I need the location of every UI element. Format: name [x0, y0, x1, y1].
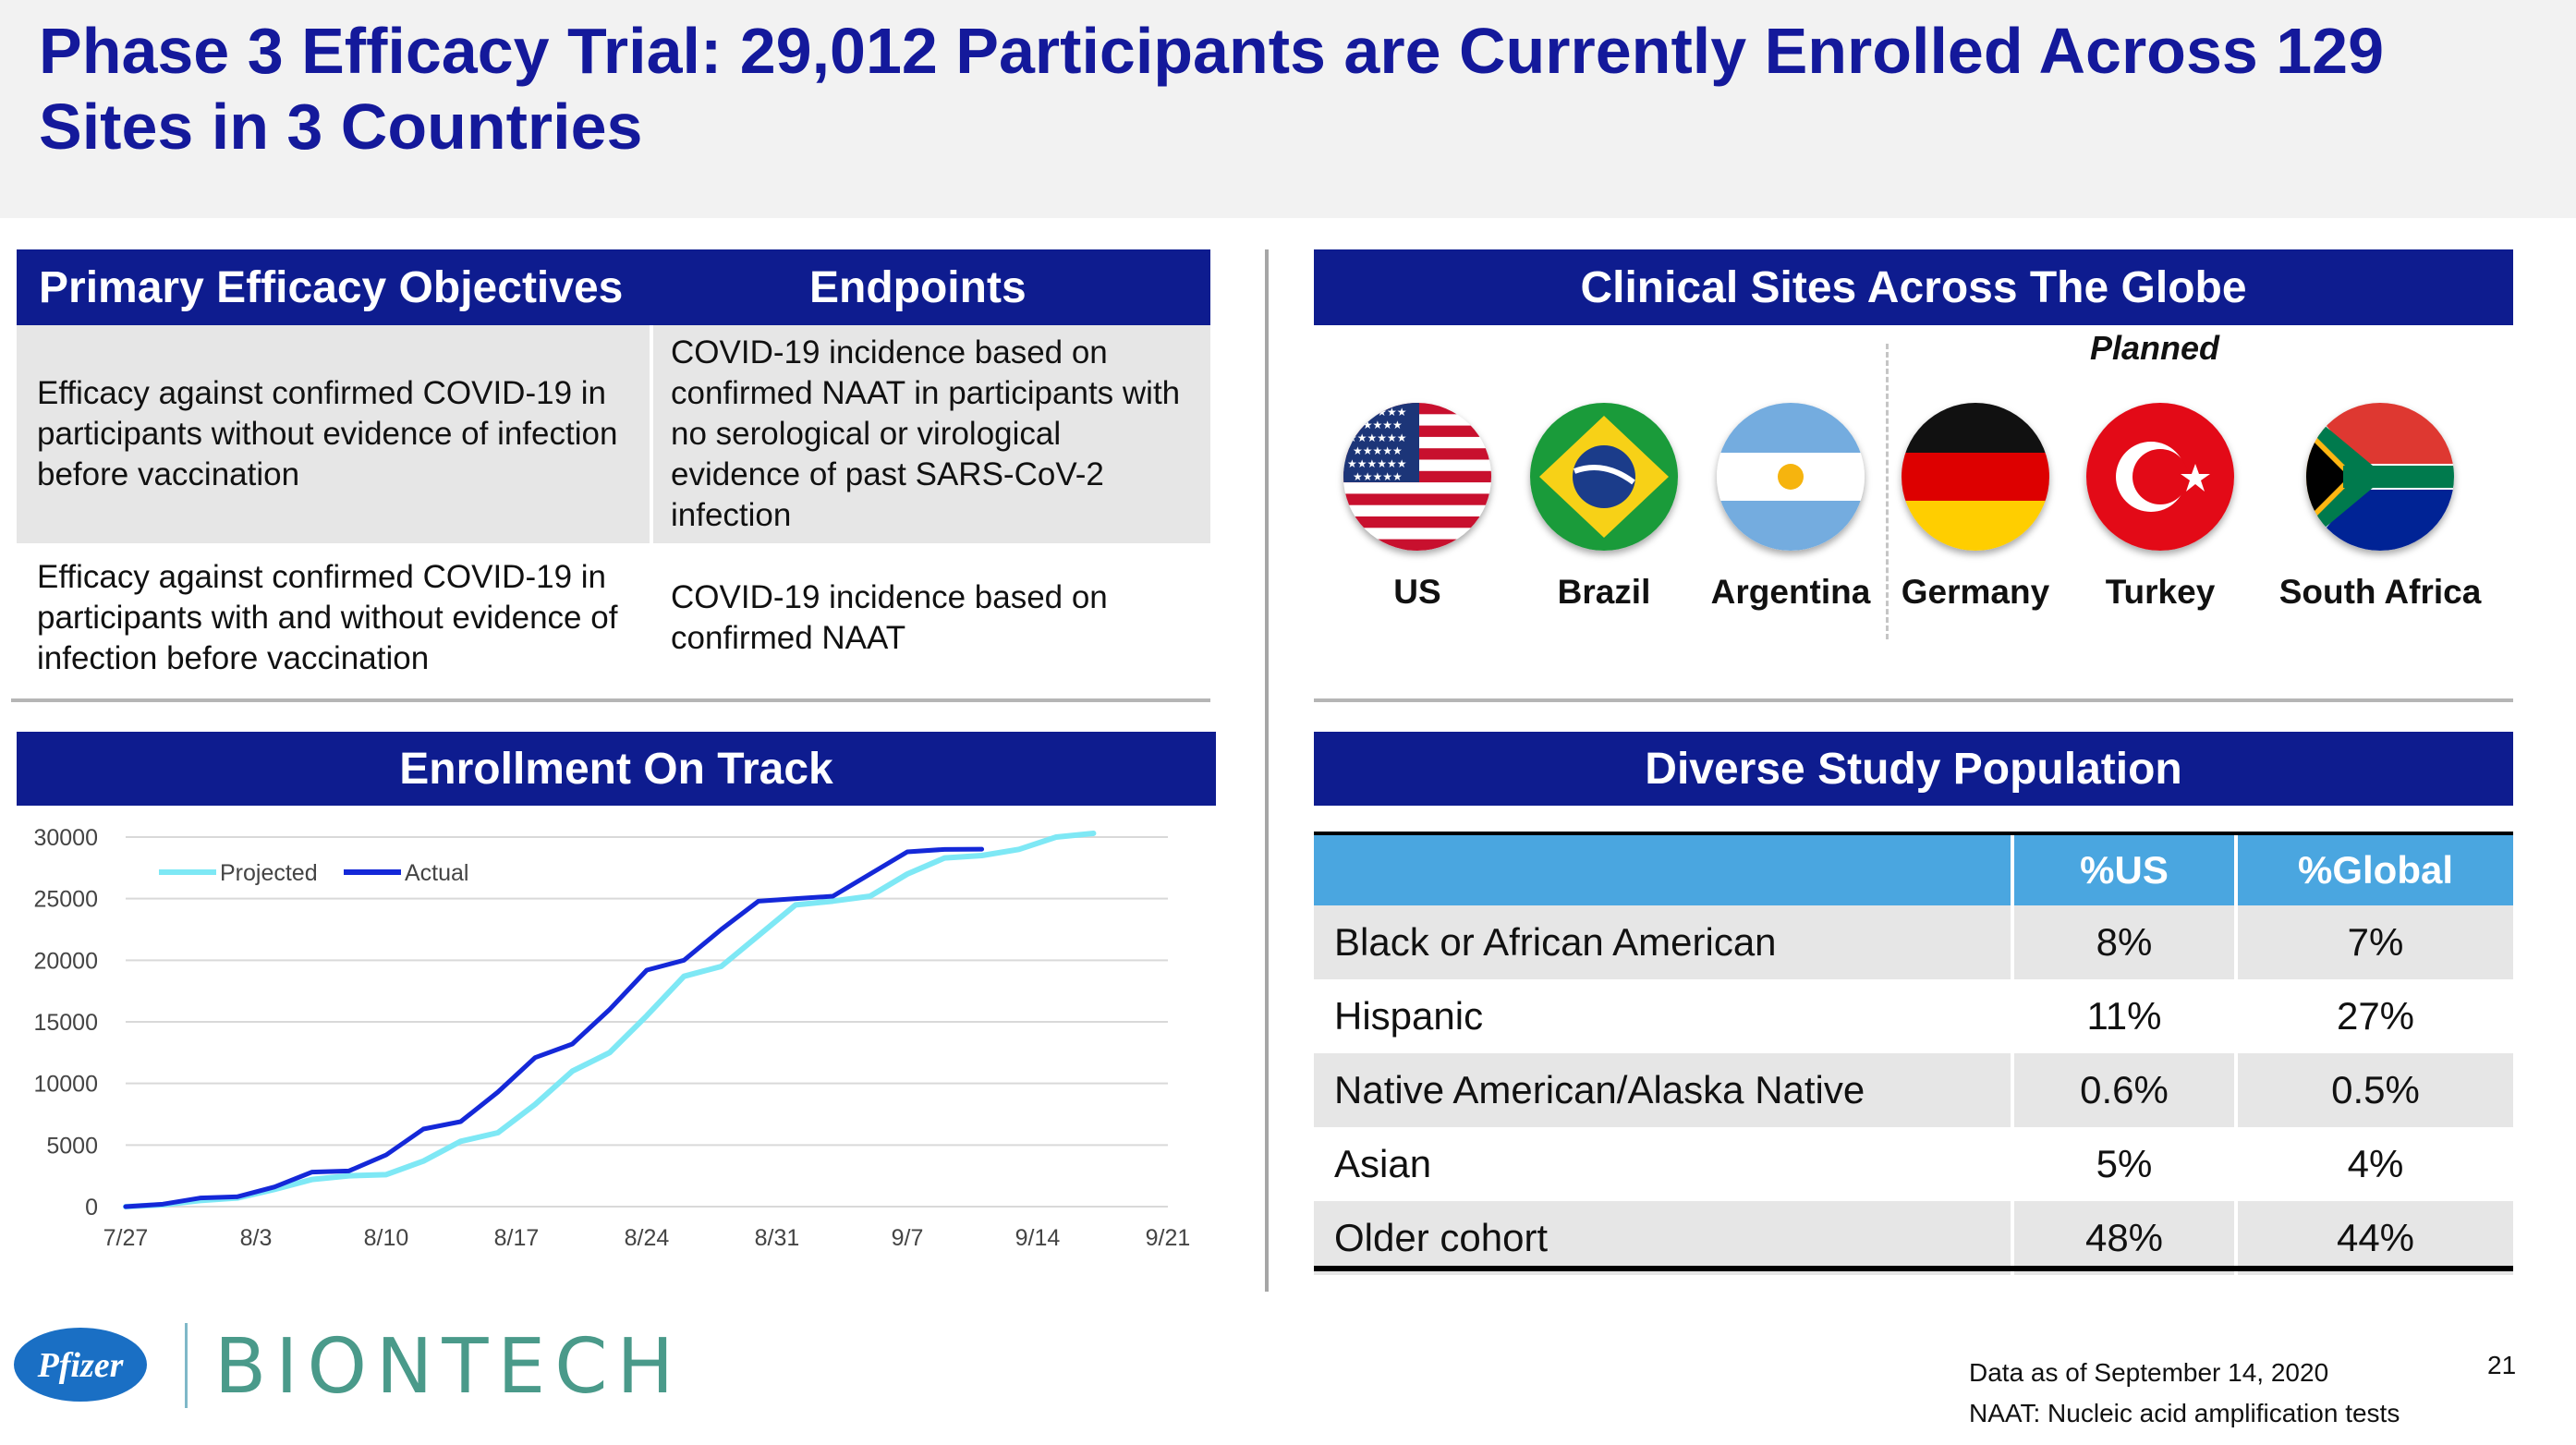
- x-tick-label: 9/7: [892, 1225, 924, 1251]
- legend-label-actual: Actual: [405, 860, 468, 886]
- planned-label: Planned: [2090, 329, 2220, 367]
- brazil-flag-icon: [1530, 403, 1678, 551]
- x-tick-label: 8/3: [240, 1225, 273, 1251]
- row-label: Hispanic: [1334, 994, 1484, 1038]
- y-tick-label: 10000: [33, 1072, 98, 1098]
- svg-text:★★★★★: ★★★★★: [1353, 444, 1403, 457]
- population-table-bottom-rule: [1314, 1266, 2513, 1271]
- enrollment-header-bar: Enrollment On Track: [17, 732, 1216, 806]
- biontech-logo: BIONTECH: [214, 1323, 684, 1411]
- global-value: 7%: [2234, 905, 2513, 979]
- global-value: 0.5%: [2234, 1053, 2513, 1127]
- table-row: Asian 5% 4%: [1314, 1127, 2513, 1201]
- country-label-south-africa: South Africa: [2278, 573, 2482, 611]
- x-tick-label: 9/21: [1146, 1225, 1191, 1251]
- table-row: Older cohort 48% 44%: [1314, 1201, 2513, 1275]
- objective-text: Efficacy against confirmed COVID-19 in p…: [37, 559, 618, 676]
- population-header-row: %US %Global: [1314, 835, 2513, 905]
- x-tick-label: 8/17: [494, 1225, 540, 1251]
- svg-text:★★★★★★: ★★★★★★: [1347, 457, 1407, 470]
- us-value: 0.6%: [2011, 1053, 2236, 1127]
- global-column-header: %Global: [2234, 835, 2513, 905]
- row-label: Older cohort: [1314, 1201, 2012, 1275]
- global-value: 44%: [2234, 1201, 2513, 1275]
- series-line-projected: [123, 831, 1097, 1209]
- pfizer-logo-text: Pfizer: [37, 1346, 125, 1385]
- series-line-actual: [123, 846, 985, 1209]
- us-value: 8%: [2011, 905, 2236, 979]
- endpoint-text: COVID-19 incidence based on confirmed NA…: [671, 579, 1108, 656]
- row-label: Black or African American: [1314, 905, 2012, 979]
- population-header-bar: Diverse Study Population: [1314, 732, 2513, 806]
- data-date-note: Data as of September 14, 2020: [1969, 1358, 2329, 1387]
- population-table-top-rule: [1314, 832, 2513, 837]
- population-table: %US %Global Black or African American 8%…: [1314, 835, 2513, 1275]
- germany-flag-icon: [1902, 403, 2049, 551]
- y-tick-label: 15000: [33, 1010, 98, 1036]
- x-tick-label: 8/31: [755, 1225, 800, 1251]
- naat-note: NAAT: Nucleic acid amplification tests: [1969, 1399, 2400, 1427]
- y-tick-label: 20000: [33, 948, 98, 974]
- y-tick-label: 5000: [46, 1133, 98, 1159]
- row-label: Asian: [1334, 1142, 1432, 1185]
- global-value: 27%: [2234, 979, 2513, 1053]
- country-label-brazil: Brazil: [1557, 573, 1651, 611]
- svg-text:★★★★★★: ★★★★★★: [1347, 406, 1407, 419]
- x-tick-label: 9/14: [1015, 1225, 1061, 1251]
- page-number: 21: [2487, 1351, 2517, 1379]
- us-value: 48%: [2011, 1201, 2236, 1275]
- endpoint-text: COVID-19 incidence based on confirmed NA…: [671, 334, 1181, 533]
- svg-text:★★★★★★: ★★★★★★: [1347, 431, 1407, 444]
- turkey-flag-icon: [2086, 403, 2234, 551]
- sites-bottom-rule: [1314, 698, 2513, 702]
- x-tick-label: 7/27: [103, 1225, 149, 1251]
- table-row: Black or African American 8% 7%: [1314, 905, 2513, 979]
- x-tick-label: 8/24: [625, 1225, 670, 1251]
- header-band: [0, 0, 2576, 218]
- objective-row-1: Efficacy against confirmed COVID-19 in p…: [17, 325, 1210, 543]
- y-tick-label: 0: [85, 1195, 98, 1220]
- table-row: Hispanic 11% 27%: [1314, 979, 2513, 1053]
- legend-label-projected: Projected: [220, 860, 318, 886]
- argentina-flag-icon: [1717, 403, 1865, 551]
- objectives-column-title: Primary Efficacy Objectives: [39, 262, 624, 312]
- objectives-bottom-rule: [11, 698, 1210, 702]
- y-tick-label: 30000: [33, 825, 98, 851]
- page-title: Phase 3 Efficacy Trial: 29,012 Participa…: [39, 15, 2385, 163]
- us-value: 5%: [2011, 1127, 2236, 1201]
- us-column-header: %US: [2011, 835, 2236, 905]
- svg-text:★★★★★: ★★★★★: [1353, 470, 1403, 483]
- x-tick-label: 8/10: [364, 1225, 409, 1251]
- us-value: 11%: [2011, 979, 2236, 1053]
- sites-title: Clinical Sites Across The Globe: [1580, 262, 2247, 312]
- cell-divider: [650, 325, 653, 543]
- row-label: Native American/Alaska Native: [1314, 1053, 2012, 1127]
- svg-text:★★★★★: ★★★★★: [1353, 419, 1403, 431]
- population-title: Diverse Study Population: [1645, 744, 2182, 794]
- endpoints-column-title: Endpoints: [809, 262, 1027, 312]
- objective-text: Efficacy against confirmed COVID-19 in p…: [37, 375, 618, 492]
- country-label-turkey: Turkey: [2105, 573, 2216, 611]
- population-label-header: [1314, 835, 2012, 905]
- objective-row-2: Efficacy against confirmed COVID-19 in p…: [17, 543, 1210, 693]
- country-label-argentina: Argentina: [1710, 573, 1871, 611]
- table-row: Native American/Alaska Native 0.6% 0.5%: [1314, 1053, 2513, 1127]
- country-label-us: US: [1393, 573, 1441, 611]
- objectives-header-bar: Primary Efficacy Objectives Endpoints: [17, 249, 1210, 325]
- enrollment-title: Enrollment On Track: [399, 744, 833, 794]
- planned-separator: [1886, 344, 1889, 639]
- section-divider: [1265, 249, 1269, 1292]
- sites-header-bar: Clinical Sites Across The Globe: [1314, 249, 2513, 325]
- global-value: 4%: [2234, 1127, 2513, 1201]
- enrollment-chart: 0 5000 10000 15000 20000 25000 30000 7/27 8/3 8/1…: [33, 825, 1191, 1251]
- us-flag-icon: ★★★★★★ ★★★★★ ★★★★★★ ★★★★★ ★★★★★★ ★★★★★: [1343, 403, 1491, 551]
- south-africa-flag-icon: [2306, 403, 2454, 551]
- logo-separator: [185, 1323, 188, 1408]
- country-label-germany: Germany: [1901, 573, 2050, 611]
- pfizer-logo: Pfizer: [14, 1328, 147, 1402]
- y-tick-label: 25000: [33, 887, 98, 913]
